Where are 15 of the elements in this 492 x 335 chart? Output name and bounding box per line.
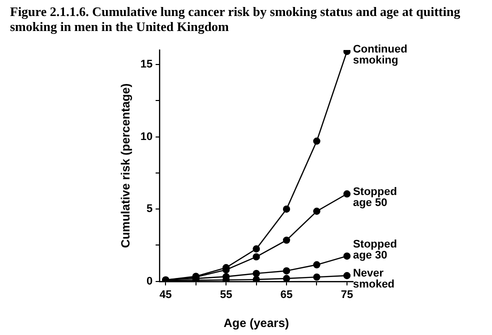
series-label: Continued smoking <box>352 43 408 66</box>
x-axis-title: Age (years) <box>224 316 290 330</box>
y-axis-title: Cumulative risk (percentage) <box>118 83 133 248</box>
x-tick-label: 45 <box>160 289 172 302</box>
y-tick-label: 5 <box>146 203 153 216</box>
x-tick-label: 55 <box>220 289 232 302</box>
series-label: Stopped age 50 <box>352 186 397 209</box>
y-tick-label: 10 <box>140 130 153 143</box>
x-tick-label: 65 <box>280 289 293 302</box>
chart-title: Figure 2.1.1.6. Cumulative lung cancer risk by smoking status and age at quitting smoking in men in the United Kingdom <box>10 4 462 34</box>
series-label: Never smoked <box>352 268 395 291</box>
series-label: Stopped age 30 <box>352 238 397 262</box>
x-tick-label: 75 <box>340 289 354 302</box>
y-tick-label: 15 <box>140 58 153 70</box>
y-tick-label: 0 <box>146 275 153 288</box>
